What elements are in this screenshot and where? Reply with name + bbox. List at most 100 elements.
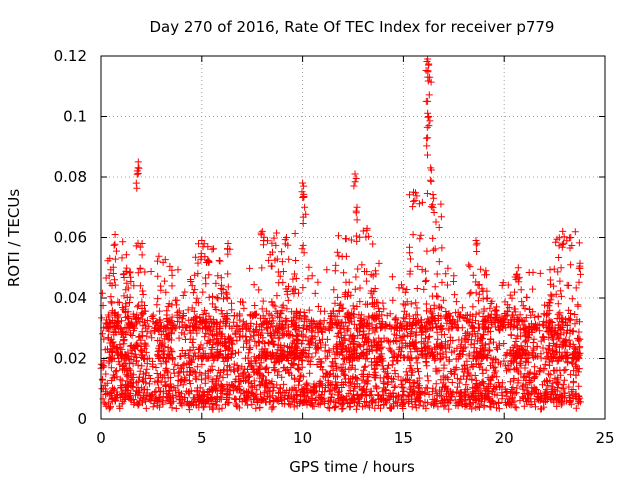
data-point <box>465 369 473 377</box>
data-point <box>157 322 165 330</box>
data-point <box>402 368 410 376</box>
data-point <box>191 286 199 294</box>
data-point <box>187 278 195 285</box>
data-point <box>299 213 307 221</box>
data-point <box>275 354 283 362</box>
data-point <box>491 323 499 331</box>
data-point <box>463 375 470 383</box>
data-point <box>240 394 248 402</box>
data-point <box>373 314 380 322</box>
data-point <box>485 347 493 355</box>
data-point <box>569 328 577 336</box>
data-point <box>464 385 472 393</box>
data-point <box>483 294 491 302</box>
data-point <box>202 355 210 362</box>
data-point <box>576 398 584 406</box>
x-axis-label: GPS time / hours <box>289 458 415 476</box>
data-point <box>280 363 288 371</box>
data-point <box>217 274 225 282</box>
data-point <box>506 291 514 299</box>
data-point <box>413 359 421 367</box>
data-point <box>449 337 457 345</box>
data-point <box>198 237 206 244</box>
data-point <box>132 315 140 322</box>
data-point <box>252 404 260 412</box>
data-point <box>341 312 349 320</box>
data-point <box>549 332 557 340</box>
data-point <box>251 328 259 336</box>
data-point <box>145 322 153 330</box>
data-point <box>531 363 539 371</box>
data-point <box>351 365 359 373</box>
data-point <box>375 308 383 315</box>
data-point <box>391 315 399 323</box>
data-point <box>450 278 457 285</box>
data-point <box>309 317 317 325</box>
data-point <box>259 297 267 305</box>
data-point <box>506 378 514 386</box>
x-tick-label: 5 <box>197 429 207 447</box>
data-point <box>380 400 388 408</box>
data-point <box>434 312 442 319</box>
data-point <box>345 365 353 373</box>
data-point <box>257 396 265 404</box>
data-point <box>567 310 574 317</box>
data-point <box>426 332 434 340</box>
data-point <box>430 305 438 313</box>
data-point <box>474 396 482 404</box>
data-point <box>132 350 140 358</box>
data-point <box>339 404 347 412</box>
data-point <box>523 342 531 350</box>
data-point <box>545 322 553 330</box>
data-point <box>422 354 430 362</box>
data-point <box>481 324 489 332</box>
data-point <box>407 300 415 308</box>
data-point <box>424 372 431 380</box>
data-point <box>238 363 246 371</box>
data-point <box>255 286 263 294</box>
data-point <box>293 396 300 404</box>
data-point <box>194 391 202 399</box>
data-point <box>447 397 454 405</box>
data-point <box>531 352 539 360</box>
data-point <box>408 320 416 328</box>
data-point <box>111 240 119 248</box>
data-point <box>168 266 176 274</box>
data-point <box>251 302 259 309</box>
data-point <box>138 354 146 361</box>
data-point <box>372 372 380 380</box>
data-point <box>107 266 115 274</box>
data-point <box>284 241 292 249</box>
data-point <box>398 383 406 391</box>
data-point <box>414 380 422 388</box>
data-point <box>431 283 439 291</box>
data-point <box>115 299 123 306</box>
data-point <box>295 289 302 297</box>
data-point <box>153 301 161 309</box>
data-point <box>279 331 287 339</box>
data-point <box>422 334 429 342</box>
data-point <box>193 329 201 337</box>
data-point <box>435 224 443 231</box>
data-point <box>415 317 422 325</box>
data-point <box>341 336 349 344</box>
data-point <box>341 378 349 386</box>
data-point <box>337 324 345 332</box>
data-point <box>249 312 257 320</box>
data-point <box>528 401 536 408</box>
data-point <box>485 387 493 395</box>
data-point <box>480 322 488 330</box>
data-point <box>532 403 539 411</box>
data-point <box>109 270 117 277</box>
data-point <box>453 388 461 396</box>
data-point <box>316 394 324 401</box>
data-point <box>391 367 399 375</box>
data-point <box>137 347 145 355</box>
data-point <box>134 269 142 277</box>
data-point <box>222 339 229 347</box>
data-point <box>349 302 357 310</box>
data-point <box>192 375 200 383</box>
data-point <box>565 234 573 242</box>
data-point <box>456 350 464 358</box>
data-point <box>436 303 444 311</box>
